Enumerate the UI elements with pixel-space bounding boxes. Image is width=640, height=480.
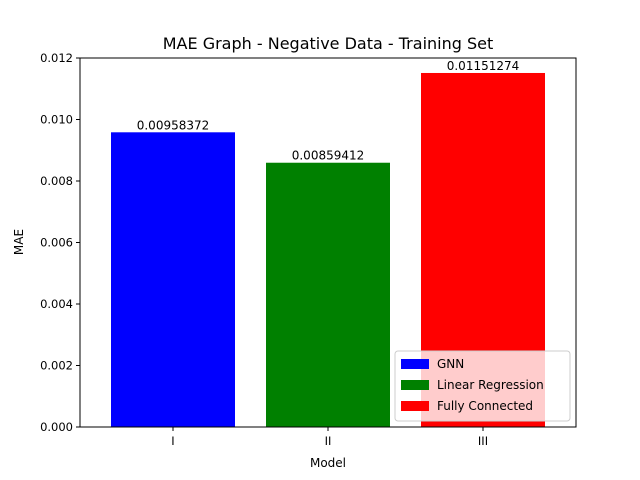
legend-entry-2: Fully Connected — [437, 399, 533, 413]
y-tick-label: 0.012 — [40, 51, 73, 65]
x-axis-label: Model — [310, 456, 346, 470]
chart-title: MAE Graph - Negative Data - Training Set — [163, 34, 494, 53]
x-tick-label-iii: III — [478, 434, 488, 448]
y-tick-label: 0.000 — [40, 420, 73, 434]
y-axis-label: MAE — [12, 229, 26, 255]
y-tick-label: 0.006 — [40, 236, 73, 250]
legend-entry-0: GNN — [437, 357, 464, 371]
data-label-iii: 0.01151274 — [447, 59, 520, 73]
x-tick-label-i: I — [171, 434, 174, 448]
bar-i — [111, 132, 235, 428]
legend-entry-1: Linear Regression — [437, 378, 544, 392]
y-tick-label: 0.004 — [40, 297, 73, 311]
data-label-i: 0.00958372 — [137, 118, 210, 132]
legend-box — [394, 350, 571, 422]
legend-swatch-1 — [401, 380, 429, 390]
legend-swatch-0 — [401, 359, 429, 369]
x-tick-label-ii: II — [325, 434, 332, 448]
data-label-ii: 0.00859412 — [292, 149, 365, 163]
y-tick-label: 0.010 — [40, 113, 73, 127]
y-tick-label: 0.008 — [40, 174, 73, 188]
legend-swatch-2 — [401, 401, 429, 411]
legend: GNN Linear Regression Fully Connected — [394, 350, 571, 422]
bar-ii — [266, 162, 390, 427]
y-tick-label: 0.002 — [40, 359, 73, 373]
